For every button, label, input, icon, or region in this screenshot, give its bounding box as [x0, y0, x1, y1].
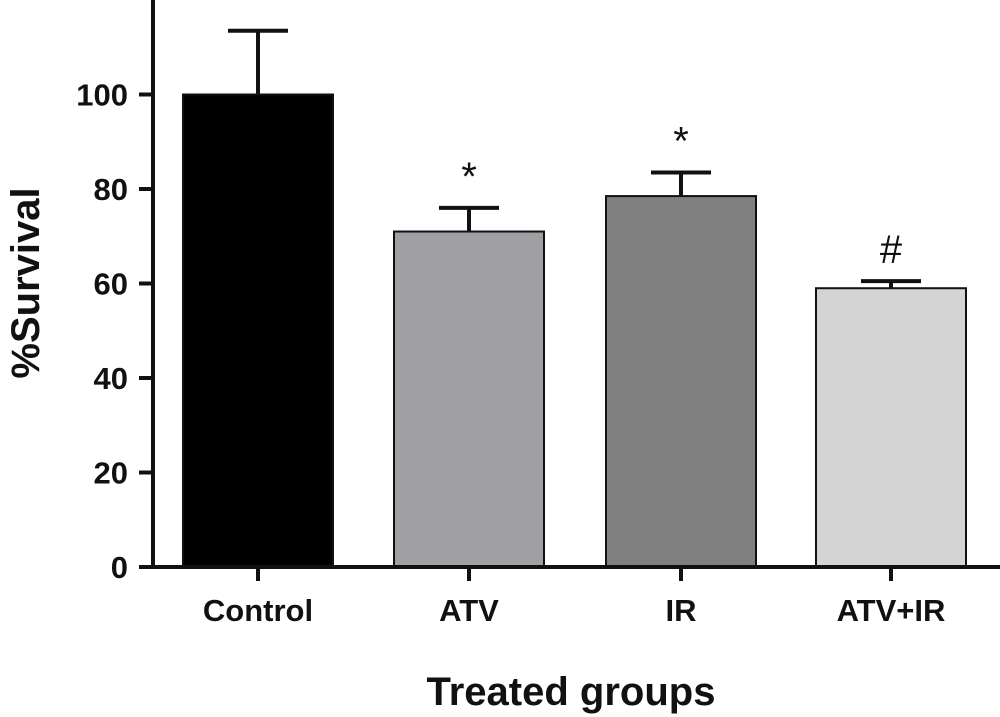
y-tick-label: 40 [94, 361, 128, 396]
y-tick-label: 80 [94, 172, 128, 207]
y-tick-label: 0 [111, 550, 128, 585]
bar-control [182, 93, 334, 568]
error-bar [861, 279, 921, 289]
bars-layer [182, 93, 967, 568]
x-axis-title: Treated groups [427, 670, 716, 714]
labels-layer: Control ATV * IR * ATV+IR #0 20 40 60 80 100 [76, 78, 945, 629]
ticks-layer [139, 92, 893, 581]
x-tick-label: ATV [439, 593, 499, 628]
bar-ir [605, 195, 757, 568]
error-bar [228, 28, 288, 95]
significance-marker: # [880, 228, 903, 272]
y-tick-label: 20 [94, 456, 128, 491]
error-bar [651, 170, 711, 197]
y-axis-title: %Survival [4, 187, 48, 378]
significance-marker: * [461, 155, 477, 199]
bar-atv-ir [815, 287, 967, 568]
x-tick-label: IR [666, 593, 697, 628]
error-bar [439, 205, 499, 232]
y-tick-label: 100 [76, 78, 128, 113]
x-tick-label: Control [203, 593, 313, 628]
y-tick-label: 60 [94, 267, 128, 302]
x-tick-label: ATV+IR [837, 593, 946, 628]
bar-atv [393, 230, 545, 568]
significance-marker: * [673, 119, 689, 163]
error-bars-layer [228, 28, 921, 289]
